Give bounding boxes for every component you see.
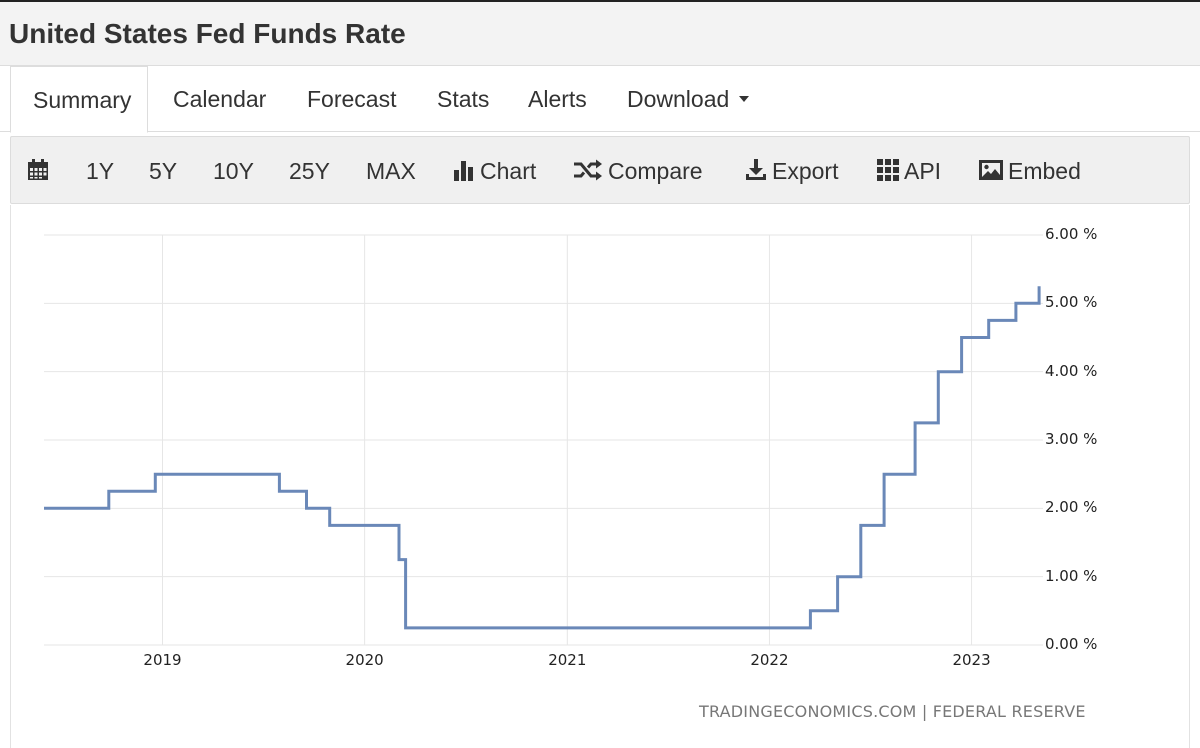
x-tick-label: 2020 <box>345 651 384 669</box>
range-1y-button[interactable]: 1Y <box>86 158 115 184</box>
chart-button-label: Chart <box>480 158 537 184</box>
x-tick-label: 2022 <box>750 651 789 669</box>
range-max-button[interactable]: MAX <box>366 158 416 184</box>
source-credit: TRADINGECONOMICS.COM | FEDERAL RESERVE <box>699 702 1086 721</box>
x-tick-label: 2019 <box>143 651 182 669</box>
compare-button-label: Compare <box>608 158 703 184</box>
fed-funds-rate-chart <box>44 234 1043 646</box>
y-tick-label: 0.00 % <box>1045 635 1098 653</box>
tab-download-label: Download <box>627 86 730 112</box>
tab-forecast[interactable]: Forecast <box>307 86 397 112</box>
chart-area <box>0 205 1200 748</box>
tab-stats[interactable]: Stats <box>437 86 490 112</box>
title-bar: United States Fed Funds Rate <box>0 2 1200 66</box>
embed-button[interactable]: Embed <box>979 137 1081 205</box>
top-border-line <box>0 0 1200 2</box>
page-title: United States Fed Funds Rate <box>9 18 406 49</box>
y-tick-label: 2.00 % <box>1045 498 1098 517</box>
chart-toolbar: 1Y 5Y 10Y 25Y MAX Chart Compare Export <box>10 136 1190 204</box>
tab-calendar[interactable]: Calendar <box>173 86 267 112</box>
range-10y-button[interactable]: 10Y <box>213 158 254 184</box>
bar-chart-icon <box>454 160 473 181</box>
y-tick-label: 4.00 % <box>1045 361 1098 380</box>
range-25y-button[interactable]: 25Y <box>289 158 330 184</box>
y-tick-label: 3.00 % <box>1045 430 1098 448</box>
panel-right-border <box>1189 205 1190 748</box>
tab-alerts[interactable]: Alerts <box>528 86 587 112</box>
download-icon <box>746 158 766 180</box>
y-tick-label: 1.00 % <box>1045 566 1098 585</box>
calendar-icon <box>28 158 48 180</box>
embed-button-label: Embed <box>1008 158 1081 184</box>
tab-summary[interactable]: Summary <box>10 66 149 133</box>
tab-download[interactable]: Download <box>608 66 768 132</box>
x-tick-label: 2023 <box>952 651 991 669</box>
calendar-button[interactable] <box>27 137 49 205</box>
rate-series-line <box>44 286 1041 630</box>
range-5y-button[interactable]: 5Y <box>149 158 178 184</box>
export-button[interactable]: Export <box>745 137 838 205</box>
chevron-down-icon <box>739 95 750 102</box>
api-button-label: API <box>904 158 942 184</box>
tab-bar: Summary Calendar Forecast Stats Alerts D… <box>0 66 1200 133</box>
y-tick-label: 6.00 % <box>1045 225 1098 243</box>
image-icon <box>979 159 1003 180</box>
api-button[interactable]: API <box>877 137 941 205</box>
y-tick-label: 5.00 % <box>1045 293 1098 312</box>
x-tick-label: 2021 <box>548 651 587 669</box>
compare-button[interactable]: Compare <box>573 137 703 205</box>
grid-icon <box>877 158 899 181</box>
panel-left-border <box>10 205 11 748</box>
shuffle-icon <box>574 159 602 181</box>
chart-button[interactable]: Chart <box>453 137 536 205</box>
export-button-label: Export <box>772 158 839 184</box>
